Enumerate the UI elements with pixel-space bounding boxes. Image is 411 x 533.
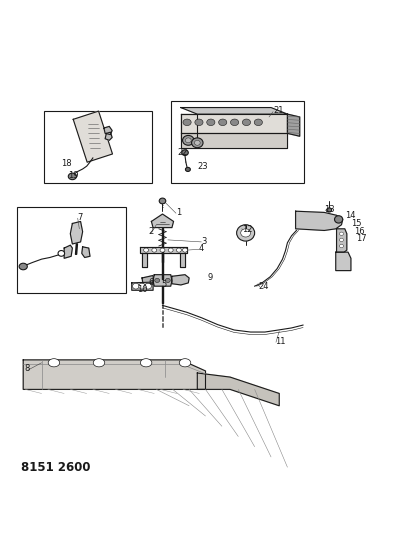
Polygon shape bbox=[151, 214, 173, 228]
Ellipse shape bbox=[182, 150, 188, 156]
Polygon shape bbox=[82, 247, 90, 257]
Text: 21: 21 bbox=[273, 106, 284, 115]
Ellipse shape bbox=[207, 119, 215, 126]
Text: 16: 16 bbox=[354, 227, 365, 236]
Text: 23: 23 bbox=[197, 161, 208, 171]
Ellipse shape bbox=[242, 119, 251, 126]
Text: 22: 22 bbox=[178, 148, 188, 157]
Text: 10: 10 bbox=[137, 285, 147, 294]
Ellipse shape bbox=[335, 216, 343, 223]
Text: 4: 4 bbox=[199, 244, 204, 253]
Ellipse shape bbox=[194, 140, 200, 146]
Ellipse shape bbox=[182, 135, 194, 146]
Bar bbox=[171, 101, 304, 182]
Polygon shape bbox=[296, 211, 343, 230]
Ellipse shape bbox=[183, 119, 191, 126]
Ellipse shape bbox=[93, 359, 105, 367]
Ellipse shape bbox=[133, 284, 139, 289]
Polygon shape bbox=[153, 274, 172, 286]
Ellipse shape bbox=[160, 248, 165, 252]
Text: 3: 3 bbox=[201, 237, 207, 246]
Ellipse shape bbox=[237, 225, 255, 241]
Ellipse shape bbox=[145, 284, 151, 289]
Polygon shape bbox=[181, 114, 197, 139]
Bar bbox=[44, 111, 152, 182]
Text: 13: 13 bbox=[324, 205, 335, 214]
Ellipse shape bbox=[339, 232, 344, 236]
Text: 1: 1 bbox=[176, 208, 181, 217]
Ellipse shape bbox=[339, 238, 344, 241]
Ellipse shape bbox=[241, 229, 251, 237]
Ellipse shape bbox=[68, 173, 76, 180]
Polygon shape bbox=[181, 114, 287, 133]
Text: 11: 11 bbox=[275, 336, 286, 345]
Polygon shape bbox=[140, 247, 187, 253]
Polygon shape bbox=[197, 373, 279, 406]
Polygon shape bbox=[287, 114, 300, 136]
Polygon shape bbox=[181, 108, 287, 114]
Ellipse shape bbox=[144, 248, 148, 252]
Ellipse shape bbox=[254, 119, 263, 126]
Text: 15: 15 bbox=[351, 219, 361, 228]
Polygon shape bbox=[181, 133, 287, 148]
Polygon shape bbox=[104, 126, 112, 135]
Ellipse shape bbox=[176, 248, 181, 252]
Text: 24: 24 bbox=[258, 281, 268, 290]
Text: 12: 12 bbox=[242, 225, 253, 234]
Polygon shape bbox=[180, 253, 185, 266]
Ellipse shape bbox=[185, 138, 191, 143]
Ellipse shape bbox=[19, 263, 27, 270]
Text: 8: 8 bbox=[24, 365, 30, 374]
Text: 19: 19 bbox=[68, 171, 79, 180]
Polygon shape bbox=[23, 360, 206, 390]
Ellipse shape bbox=[152, 248, 157, 252]
Text: 6: 6 bbox=[148, 278, 154, 287]
Ellipse shape bbox=[327, 208, 332, 212]
Ellipse shape bbox=[159, 198, 166, 204]
Ellipse shape bbox=[141, 359, 152, 367]
Ellipse shape bbox=[231, 119, 239, 126]
Text: 7: 7 bbox=[78, 213, 83, 222]
Text: 17: 17 bbox=[356, 234, 367, 243]
Polygon shape bbox=[70, 221, 83, 244]
Bar bbox=[17, 207, 126, 293]
Ellipse shape bbox=[195, 119, 203, 126]
Polygon shape bbox=[64, 245, 72, 259]
Polygon shape bbox=[172, 274, 189, 285]
Ellipse shape bbox=[339, 245, 344, 248]
Ellipse shape bbox=[192, 138, 203, 148]
Polygon shape bbox=[142, 276, 153, 285]
Polygon shape bbox=[132, 282, 153, 290]
Ellipse shape bbox=[182, 248, 187, 252]
Ellipse shape bbox=[168, 248, 173, 252]
Ellipse shape bbox=[58, 251, 65, 256]
Text: 9: 9 bbox=[208, 273, 213, 282]
Ellipse shape bbox=[139, 284, 145, 289]
Polygon shape bbox=[105, 132, 112, 140]
Text: 2: 2 bbox=[148, 227, 153, 236]
Text: 5: 5 bbox=[162, 280, 167, 289]
Ellipse shape bbox=[219, 119, 227, 126]
Ellipse shape bbox=[179, 359, 191, 367]
Text: 8151 2600: 8151 2600 bbox=[21, 461, 91, 474]
Polygon shape bbox=[336, 252, 351, 271]
Ellipse shape bbox=[185, 167, 190, 172]
Polygon shape bbox=[337, 229, 347, 252]
Text: 18: 18 bbox=[61, 159, 72, 168]
Ellipse shape bbox=[155, 278, 159, 282]
Ellipse shape bbox=[48, 359, 60, 367]
Ellipse shape bbox=[165, 278, 170, 282]
Polygon shape bbox=[142, 253, 147, 266]
Polygon shape bbox=[73, 111, 113, 162]
Text: 14: 14 bbox=[345, 211, 355, 220]
